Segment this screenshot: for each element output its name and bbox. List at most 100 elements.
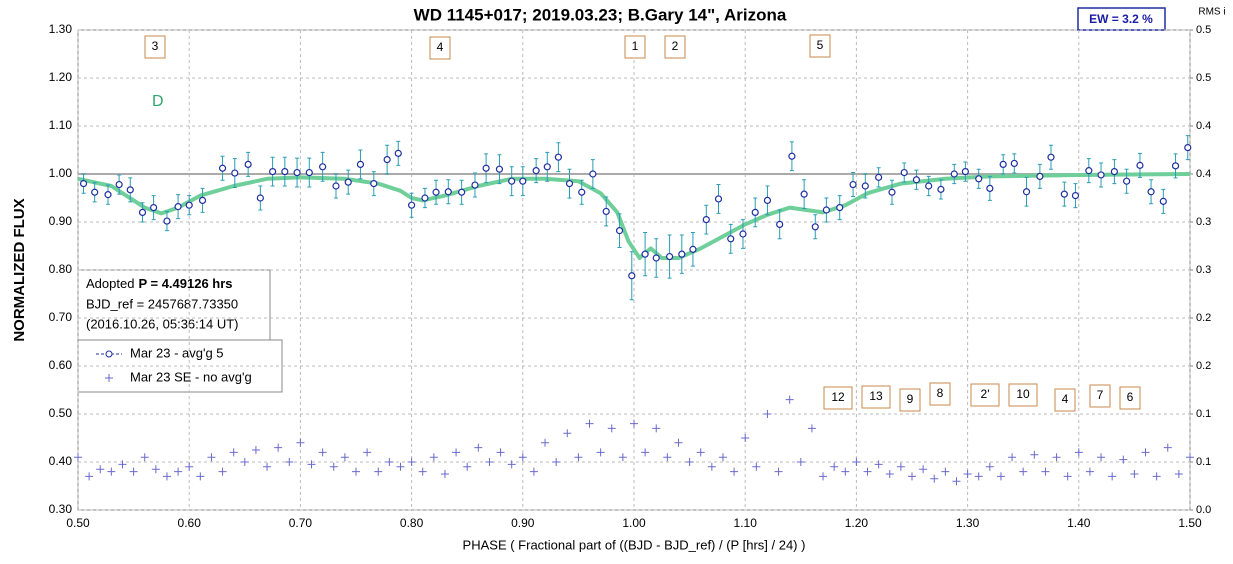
- plus-point: [1163, 443, 1172, 452]
- data-point: [332, 182, 340, 190]
- annotation-box: [144, 35, 166, 59]
- plus-point: [941, 467, 950, 476]
- plus-point: [630, 419, 638, 428]
- plus-point: [407, 458, 416, 466]
- annotation: 7: [1097, 388, 1104, 402]
- plus-point: [1063, 472, 1072, 481]
- x-tick-label: 1.30: [956, 516, 980, 530]
- data-point: [1171, 162, 1180, 170]
- annotation: 8: [937, 386, 944, 400]
- data-point: [344, 178, 352, 186]
- data-point: [788, 152, 796, 160]
- plus-point: [796, 458, 805, 466]
- data-point: [150, 204, 158, 212]
- legend-label: Mar 23 - avg'g 5: [130, 345, 224, 360]
- plus-point: [652, 424, 661, 433]
- y-tick-label: 1.10: [49, 118, 73, 132]
- plus-point: [552, 458, 561, 466]
- plus-point: [463, 462, 472, 471]
- plus-point: [207, 453, 216, 462]
- data-point: [356, 160, 365, 168]
- plus-point: [263, 462, 272, 471]
- plus-point: [318, 448, 327, 457]
- plus-point: [663, 453, 672, 462]
- annotation-box: [624, 35, 646, 59]
- data-point: [543, 163, 551, 171]
- plus-point: [885, 470, 894, 478]
- annotation: 13: [869, 389, 883, 403]
- info-prefix: Adopted: [86, 276, 134, 291]
- data-point: [999, 160, 1007, 168]
- plus-point: [730, 467, 739, 476]
- plus-point: [541, 438, 550, 447]
- data-point: [519, 177, 527, 185]
- data-point: [975, 175, 983, 183]
- data-point: [986, 184, 994, 192]
- plus-point: [741, 434, 750, 442]
- data-point: [776, 220, 784, 228]
- annotation-box: [429, 36, 451, 60]
- data-point: [471, 181, 479, 189]
- data-point: [115, 180, 123, 189]
- annotation: 12: [831, 390, 845, 404]
- plus-point: [985, 462, 994, 471]
- plus-point: [74, 453, 82, 462]
- info-line: BJD_ref = 2457687.73350: [86, 296, 238, 311]
- data-point: [1147, 188, 1155, 196]
- plus-point: [919, 465, 928, 474]
- plus-point: [819, 472, 828, 481]
- data-point: [305, 168, 313, 177]
- plus-point: [196, 472, 205, 481]
- ew-box: [1077, 7, 1166, 31]
- info-bold: P = 4.49126 hrs: [138, 276, 232, 291]
- y2-tick-label: 0.0: [1196, 504, 1211, 516]
- plus-point: [752, 462, 761, 471]
- y2-tick-label: 0.4: [1196, 120, 1211, 132]
- y-tick-label: 0.60: [49, 358, 73, 372]
- plus-point: [352, 467, 360, 476]
- y2-tick-label: 0.2: [1196, 312, 1211, 324]
- y-tick-label: 0.40: [49, 454, 73, 468]
- data-point: [1110, 168, 1118, 176]
- data-point: [961, 168, 969, 176]
- plus-point: [151, 465, 160, 474]
- data-point: [408, 201, 416, 209]
- plus-point: [641, 448, 650, 457]
- plus-point: [474, 443, 483, 452]
- data-point: [937, 185, 945, 193]
- annotation: 4: [437, 40, 444, 54]
- data-point: [532, 167, 540, 175]
- plus-point: [1097, 453, 1106, 462]
- plus-point: [374, 467, 383, 476]
- y-tick-label: 0.50: [49, 406, 73, 420]
- x-axis-label: PHASE ( Fractional part of ((BJD - BJD_r…: [463, 537, 806, 552]
- data-point: [1085, 167, 1093, 175]
- y2-tick-label: 0.2: [1196, 360, 1211, 372]
- plus-point: [930, 474, 939, 483]
- data-point: [432, 188, 440, 196]
- data-point: [652, 254, 660, 262]
- x-tick-label: 0.50: [66, 516, 90, 530]
- plus-point: [952, 477, 961, 486]
- data-point: [689, 245, 697, 253]
- annotation-box: [970, 383, 1000, 407]
- data-point: [126, 186, 134, 194]
- legend-swatch: [105, 350, 113, 358]
- data-point: [888, 188, 896, 196]
- annotation: 1: [632, 39, 639, 53]
- plus-point: [340, 453, 349, 462]
- data-point: [218, 164, 227, 172]
- data-point: [269, 168, 277, 176]
- plus-point: [1186, 453, 1194, 462]
- y-axis-label: NORMALIZED FLUX: [11, 198, 28, 341]
- data-point: [1123, 177, 1131, 185]
- plus-point: [830, 462, 839, 471]
- data-point: [163, 217, 171, 225]
- plus-point: [107, 467, 116, 476]
- plus-point: [963, 470, 972, 478]
- data-point: [104, 191, 112, 199]
- data-point: [751, 208, 759, 216]
- data-point: [1159, 197, 1167, 205]
- data-point: [1022, 188, 1031, 196]
- data-point: [925, 182, 933, 190]
